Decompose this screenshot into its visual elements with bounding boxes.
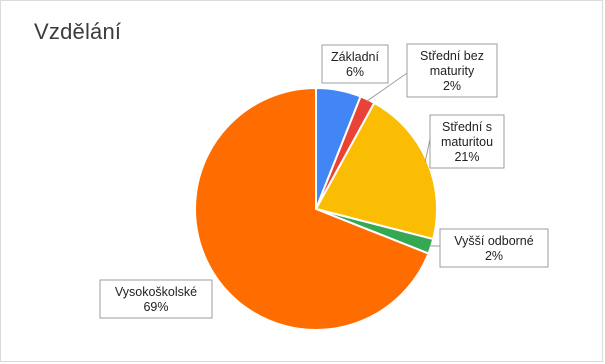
pie-label-box-5 (99, 279, 213, 319)
pie-slices (194, 86, 438, 331)
pie-label-text: Základní (331, 50, 379, 64)
pie-label-text: Vysokoškolské (115, 285, 197, 299)
pie-label-leader-2 (366, 72, 408, 102)
pie-label-text: maturity (430, 64, 475, 78)
pie-slice-3[interactable] (314, 101, 438, 241)
pie-label-text: Vyšší odborné (454, 234, 533, 248)
pie-label-text: 6% (346, 65, 364, 79)
pie-label-text: 69% (143, 300, 168, 314)
pie-label-box-4 (439, 228, 549, 268)
pie-label-box-3 (429, 114, 505, 169)
pie-label-text: 2% (485, 249, 503, 263)
pie-label-text: Střední bez (420, 49, 484, 63)
pie-slice-5[interactable] (194, 86, 430, 331)
pie-label-box-1 (321, 44, 389, 84)
pie-label-box-2 (406, 43, 498, 98)
pie-label-text: 2% (443, 79, 461, 93)
pie-label-leader-3 (424, 138, 431, 162)
pie-label-text: Střední s (442, 120, 492, 134)
chart-title: Vzdělání (34, 19, 122, 44)
pie-label-text: 21% (454, 150, 479, 164)
pie-label-text: maturitou (441, 135, 493, 149)
